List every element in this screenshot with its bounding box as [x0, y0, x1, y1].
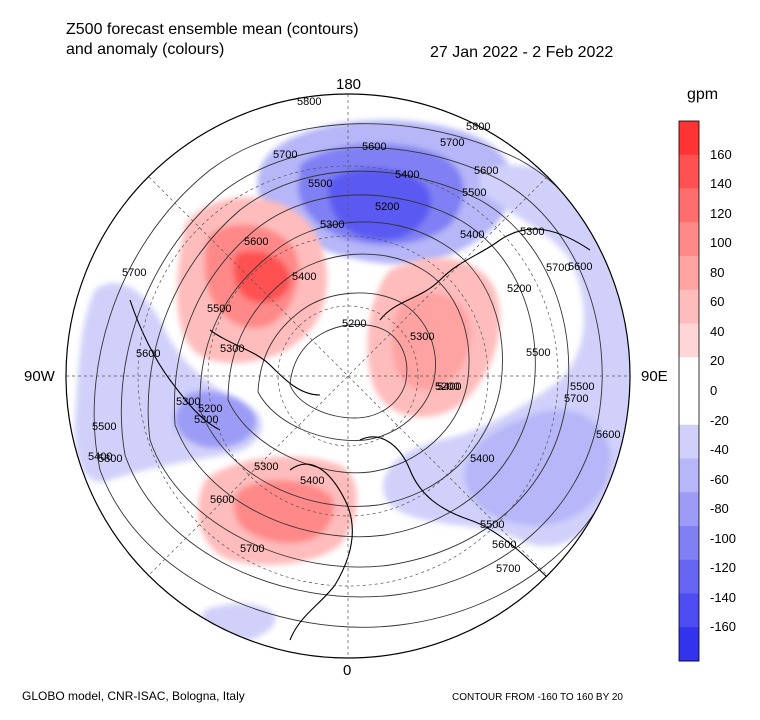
coastlines	[129, 228, 591, 641]
colorbar-level-label: -80	[710, 501, 729, 517]
colorbar	[678, 120, 700, 662]
contour-label: 5300	[520, 226, 544, 238]
colorbar-level-label: 20	[710, 353, 725, 369]
colorbar-swatch	[679, 357, 699, 392]
contour-label: 5600	[596, 429, 620, 441]
contour-label: 5800	[297, 96, 321, 108]
colorbar-swatch	[679, 188, 699, 223]
contour-label: 5600	[210, 494, 234, 506]
contour-label: 5600	[136, 348, 160, 360]
longitude-label-180: 180	[336, 76, 362, 93]
contour-label: 5600	[474, 165, 498, 177]
contour-label: 5500	[462, 187, 486, 199]
contour-label: 5300	[194, 414, 218, 426]
contour-label: 5400	[437, 381, 461, 393]
colorbar-level-label: 80	[710, 264, 725, 280]
contour-label: 5200	[198, 403, 222, 415]
contour-label: 5200	[342, 318, 366, 330]
contour-label: 5300	[176, 396, 200, 408]
map-title: Z500 forecast ensemble mean (contours) a…	[66, 20, 359, 60]
colorbar-unit: gpm	[687, 86, 719, 103]
colorbar-level-label: -120	[710, 560, 737, 576]
colorbar-swatch	[679, 492, 699, 527]
contour-label: 5200	[435, 381, 459, 393]
colorbar-swatch	[679, 256, 699, 291]
colorbar-swatch	[679, 526, 699, 561]
graticule	[66, 94, 630, 658]
contour-label: 5400	[470, 453, 494, 465]
contour-label: 5500	[480, 519, 504, 531]
contour-label: 5500	[526, 347, 550, 359]
footer-model-credit: GLOBO model, CNR-ISAC, Bologna, Italy	[22, 689, 245, 703]
colorbar-level-label: -160	[710, 619, 737, 635]
contour-label: 5400	[460, 229, 484, 241]
contour-label: 5700	[122, 267, 146, 279]
colorbar-level-label: 100	[710, 235, 732, 251]
map-border	[65, 93, 631, 659]
colorbar-frame	[678, 120, 700, 662]
contour-label: 5700	[440, 137, 464, 149]
contour-label: 5300	[320, 219, 344, 231]
colorbar-swatch	[679, 559, 699, 594]
colorbar-level-label: -20	[710, 412, 729, 428]
colorbar-swatch	[679, 424, 699, 459]
contour-label: 5400	[88, 451, 112, 463]
colorbar-level-label: -40	[710, 442, 729, 458]
contour-label: 5200	[507, 283, 531, 295]
contour-label: 5700	[240, 543, 264, 555]
title-line-1: Z500 forecast ensemble mean (contours)	[66, 21, 359, 38]
contour-label: 5700	[496, 563, 520, 575]
colorbar-level-label: -100	[710, 530, 737, 546]
colorbar-swatch	[679, 289, 699, 324]
contour-label: 5800	[98, 453, 122, 465]
contour-label: 5300	[220, 343, 244, 355]
contour-label: 5600	[492, 539, 516, 551]
contour-label: 5500	[92, 421, 116, 433]
colorbar-swatch	[679, 121, 699, 156]
colorbar-level-label: 60	[710, 294, 725, 310]
contour-label: 5500	[570, 381, 594, 393]
colorbar-level-label: 120	[710, 205, 732, 221]
colorbar-swatch	[679, 627, 699, 662]
contour-label: 5600	[568, 261, 592, 273]
colorbar-level-label: -60	[710, 471, 729, 487]
contour-label: 5400	[300, 475, 324, 487]
contour-label: 5300	[254, 461, 278, 473]
colorbar-level-label: -140	[710, 589, 737, 605]
contour-label: 5600	[244, 236, 268, 248]
contour-label: 5800	[466, 121, 490, 133]
anomaly-fill	[66, 94, 630, 658]
longitude-label-90w: 90W	[24, 368, 55, 385]
colorbar-swatch	[679, 391, 699, 426]
longitude-label-0: 0	[343, 662, 352, 679]
colorbar-swatch	[679, 458, 699, 493]
contour-label: 5400	[395, 169, 419, 181]
contour-label: 5400	[292, 271, 316, 283]
contour-label: 5300	[410, 331, 434, 343]
contour-label: 5700	[273, 149, 297, 161]
contour-label: 5500	[308, 178, 332, 190]
contour-labels: 5800570056005500540053005200560055005400…	[88, 96, 620, 575]
colorbar-level-label: 140	[710, 176, 732, 192]
colorbar-swatch	[679, 323, 699, 358]
footer-contour-info: CONTOUR FROM -160 TO 160 BY 20	[452, 692, 623, 703]
contour-label: 5600	[362, 141, 386, 153]
contour-label: 5500	[207, 303, 231, 315]
colorbar-swatch	[679, 154, 699, 189]
longitude-label-90e: 90E	[641, 368, 668, 385]
colorbar-swatch	[679, 222, 699, 257]
forecast-period: 27 Jan 2022 - 2 Feb 2022	[430, 44, 614, 61]
colorbar-level-label: 40	[710, 323, 725, 339]
colorbar-level-label: 160	[710, 146, 732, 162]
contour-label: 5700	[564, 393, 588, 405]
contour-label: 5700	[546, 262, 570, 274]
colorbar-swatch	[679, 593, 699, 628]
title-line-2: and anomaly (colours)	[66, 41, 225, 58]
contour-label: 5200	[375, 201, 399, 213]
colorbar-level-label: 0	[710, 383, 718, 398]
